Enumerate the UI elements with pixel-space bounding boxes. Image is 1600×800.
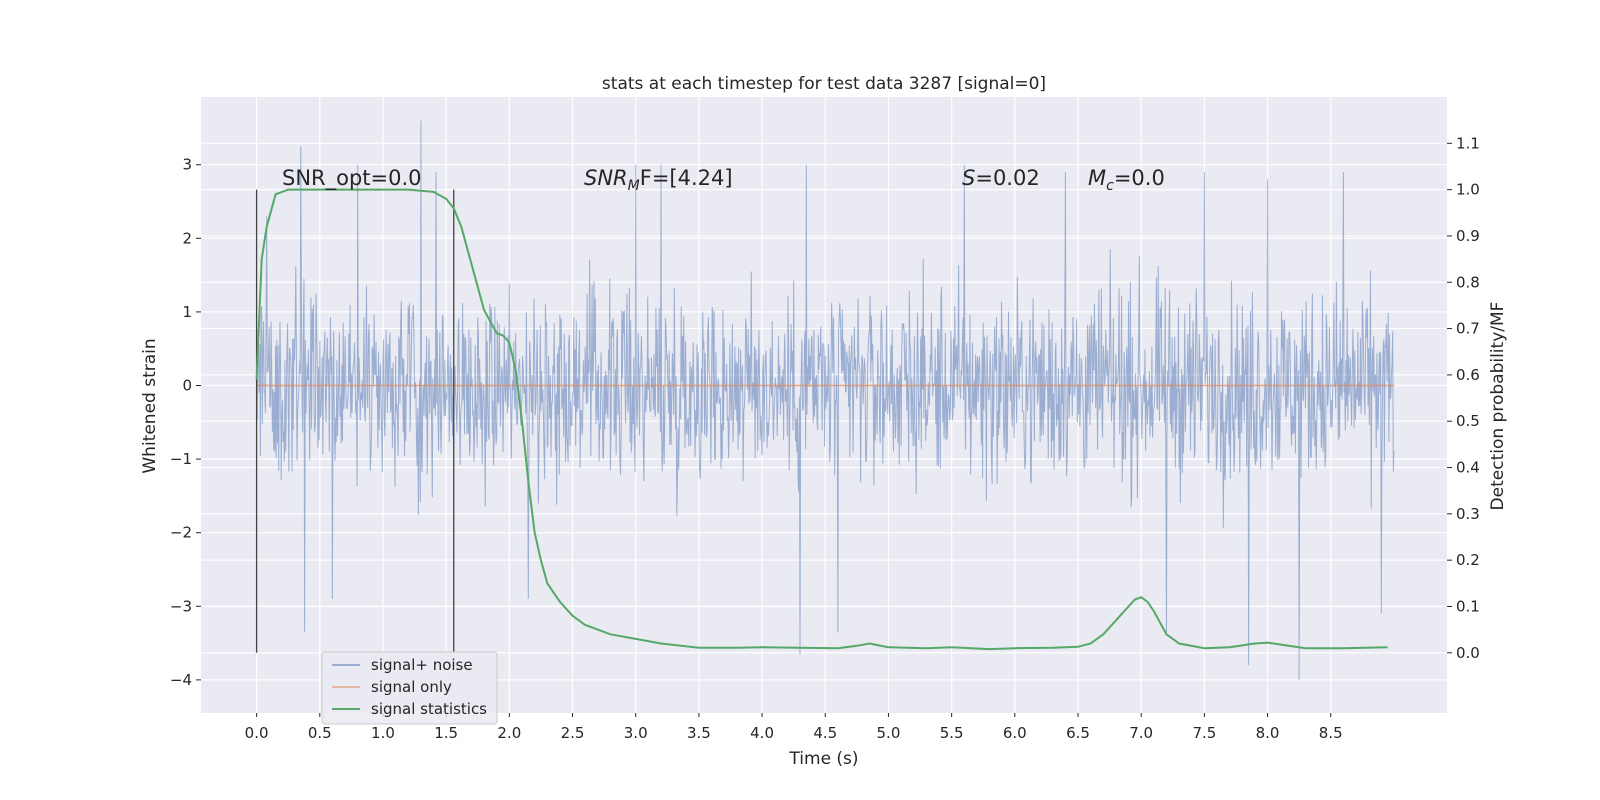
x-tick-label: 7.0 [1129,724,1153,742]
x-tick-label: 1.5 [434,724,458,742]
annotation-s-value: =0.02 [975,166,1039,190]
y2-tick-label: 0.7 [1456,320,1480,338]
x-tick-label: 4.0 [750,724,774,742]
y2-tick-label: 0.3 [1456,505,1480,523]
y-axis-ticks: 3 2 1 0 −1 −2 −3 −4 [170,156,201,689]
y-tick-label: 3 [182,156,192,174]
x-tick-label: 5.0 [877,724,901,742]
x-tick-label: 7.5 [1192,724,1216,742]
x-axis-ticks: 0.0 0.5 1.0 1.5 2.0 2.5 3.0 3.5 4.0 4.5 5.0 5.5 6.0 6… [245,713,1343,742]
vertical-markers [255,189,455,653]
annotation-mc-main: M [1088,166,1106,190]
y-tick-label: −2 [170,524,192,542]
annotation-snr-mf-subscript: M [628,178,640,194]
legend-label-signal-plus-noise: signal+ noise [371,656,473,674]
x-tick-label: 8.0 [1256,724,1280,742]
y-tick-label: 1 [182,303,192,321]
annotation-snr-mf-main: SNR [584,166,628,190]
x-axis-label: Time (s) [788,749,858,769]
y2-axis-ticks: 1.1 1.0 0.9 0.8 0.7 0.6 0.5 0.4 0.3 0.2 0.1 0.0 [1447,134,1480,662]
y2-tick-label: 0.1 [1456,597,1480,615]
annotation-snr-mf: SNRMF=[4.24] [584,166,733,194]
y2-tick-label: 1.1 [1456,134,1480,152]
y-tick-label: −1 [170,450,192,468]
series-signal-plus-noise [256,120,1395,680]
y-tick-label: 2 [182,229,192,247]
chart-title: stats at each timestep for test data 328… [602,74,1046,94]
y2-axis-label: Detection probability/MF [1488,302,1508,511]
annotation-mc-value: =0.0 [1114,166,1165,190]
x-tick-label: 2.0 [497,724,521,742]
y-tick-label: −3 [170,597,192,615]
x-tick-label: 6.0 [1003,724,1027,742]
y2-tick-label: 0.0 [1456,644,1480,662]
legend-label-signal-only: signal only [371,678,452,696]
annotation-mc: Mc=0.0 [1088,166,1165,194]
series-signal-statistics [255,188,1388,651]
annotation-mc-subscript: c [1106,178,1114,194]
signal-statistics-line [255,188,1388,651]
annotation-snr-mf-value: F=[4.24] [640,166,733,190]
annotation-snr-opt: SNR_opt=0.0 [282,166,422,191]
x-tick-label: 8.5 [1319,724,1343,742]
y2-tick-label: 0.9 [1456,227,1480,245]
annotation-s-main: S [962,166,975,190]
y2-tick-label: 0.6 [1456,366,1480,384]
x-tick-label: 4.5 [813,724,837,742]
y2-tick-label: 0.8 [1456,273,1480,291]
annotation-s: S=0.02 [962,166,1040,190]
x-tick-label: 3.0 [624,724,648,742]
x-tick-label: 0.0 [245,724,269,742]
y2-tick-label: 0.5 [1456,412,1480,430]
x-tick-label: 0.5 [308,724,332,742]
y-tick-label: 0 [182,376,192,394]
y2-tick-label: 0.2 [1456,551,1480,569]
x-tick-label: 6.5 [1066,724,1090,742]
y2-tick-label: 0.4 [1456,459,1480,477]
x-tick-label: 3.5 [687,724,711,742]
legend-box [321,651,498,725]
x-tick-label: 5.5 [940,724,964,742]
signal-plus-noise-line [256,120,1395,680]
x-tick-label: 2.5 [561,724,585,742]
y2-tick-label: 1.0 [1456,181,1480,199]
y-axis-label: Whitened strain [140,338,160,473]
legend: signal+ noise signal only signal statist… [321,651,498,725]
y-tick-label: −4 [170,671,192,689]
legend-label-signal-statistics: signal statistics [371,700,487,718]
x-tick-label: 1.0 [371,724,395,742]
